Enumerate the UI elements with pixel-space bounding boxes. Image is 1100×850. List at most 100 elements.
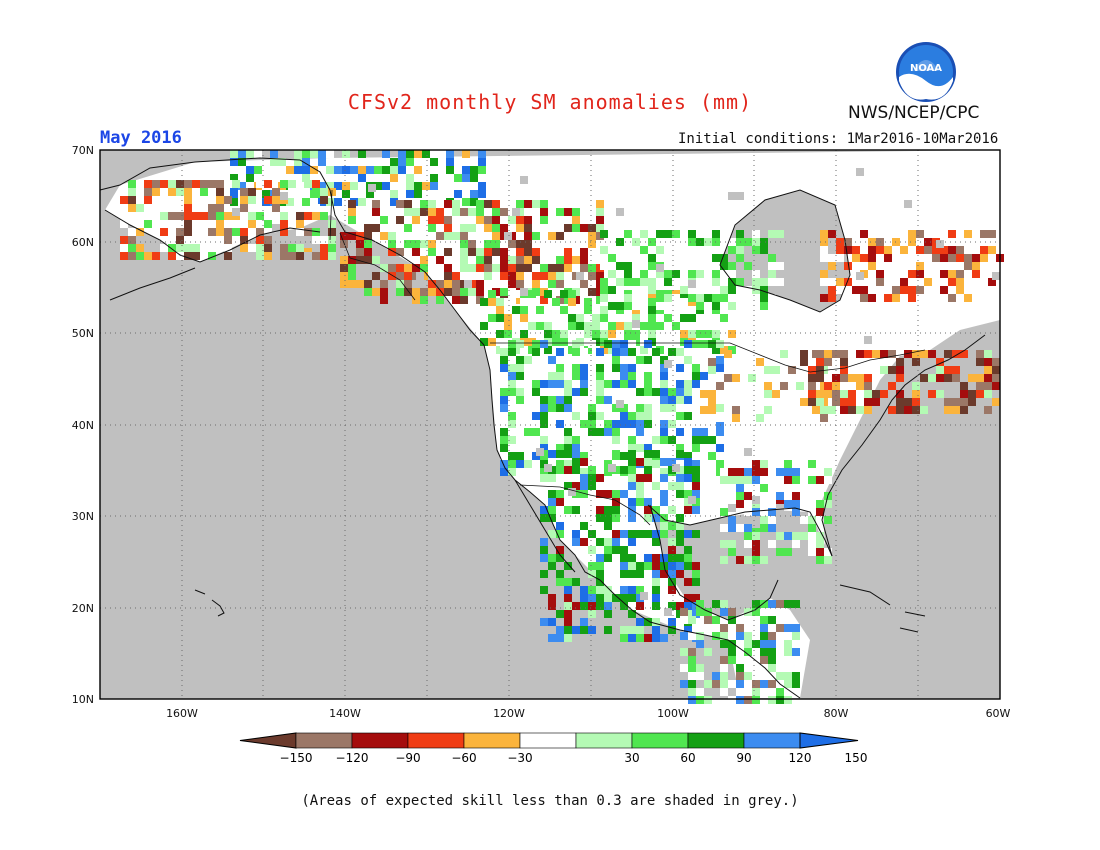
anomaly-cell	[600, 286, 608, 294]
anomaly-cell	[820, 278, 828, 286]
anomaly-cell	[692, 570, 700, 578]
anomaly-cell	[604, 420, 612, 428]
anomaly-cell	[780, 390, 788, 398]
anomaly-cell	[430, 174, 438, 182]
anomaly-cell	[972, 270, 980, 278]
anomaly-cell	[564, 420, 572, 428]
anomaly-cell	[564, 396, 572, 404]
anomaly-cell	[768, 680, 776, 688]
anomaly-cell	[688, 656, 696, 664]
anomaly-cell	[404, 208, 412, 216]
anomaly-cell	[768, 484, 776, 492]
anomaly-cell	[428, 288, 436, 296]
anomaly-cell	[128, 236, 136, 244]
anomaly-cell	[768, 270, 776, 278]
anomaly-cell	[900, 278, 908, 286]
anomaly-cell	[556, 554, 564, 562]
anomaly-cell	[460, 224, 468, 232]
anomaly-cell	[192, 252, 200, 260]
anomaly-cell	[600, 262, 608, 270]
anomaly-cell	[168, 188, 176, 196]
anomaly-cell	[668, 522, 676, 530]
anomaly-cell	[696, 664, 704, 672]
anomaly-cell	[564, 610, 572, 618]
anomaly-cell	[660, 634, 668, 642]
anomaly-cell	[364, 280, 372, 288]
anomaly-cell	[564, 602, 572, 610]
anomaly-cell	[768, 460, 776, 468]
anomaly-cell	[478, 174, 486, 182]
anomaly-cell	[752, 600, 760, 608]
anomaly-cell	[680, 608, 688, 616]
lon-label-60w: 60W	[986, 707, 1011, 720]
anomaly-cell	[888, 406, 896, 414]
anomaly-cell	[588, 412, 596, 420]
anomaly-cell	[964, 230, 972, 238]
anomaly-cell	[248, 196, 256, 204]
anomaly-cell	[444, 200, 452, 208]
anomaly-cell	[652, 626, 660, 634]
anomaly-cell	[844, 262, 852, 270]
anomaly-cell	[780, 382, 788, 390]
anomaly-cell	[636, 530, 644, 538]
anomaly-cell	[712, 302, 720, 310]
anomaly-cell	[636, 634, 644, 642]
anomaly-cell	[732, 374, 740, 382]
anomaly-cell	[792, 500, 800, 508]
low-skill-cell	[512, 208, 520, 216]
anomaly-cell	[768, 640, 776, 648]
anomaly-cell	[688, 616, 696, 624]
anomaly-cell	[644, 498, 652, 506]
anomaly-cell	[484, 240, 492, 248]
lat-label-40n: 40N	[72, 419, 94, 432]
anomaly-cell	[864, 390, 872, 398]
anomaly-cell	[372, 288, 380, 296]
anomaly-cell	[696, 624, 704, 632]
anomaly-cell	[868, 262, 876, 270]
anomaly-cell	[628, 474, 636, 482]
anomaly-cell	[776, 696, 784, 704]
anomaly-cell	[628, 626, 636, 634]
anomaly-cell	[860, 230, 868, 238]
anomaly-cell	[764, 382, 772, 390]
anomaly-cell	[264, 196, 272, 204]
anomaly-cell	[246, 174, 254, 182]
anomaly-cell	[208, 204, 216, 212]
anomaly-cell	[856, 374, 864, 382]
anomaly-cell	[160, 228, 168, 236]
anomaly-cell	[864, 374, 872, 382]
anomaly-cell	[540, 420, 548, 428]
anomaly-cell	[600, 278, 608, 286]
anomaly-cell	[334, 198, 342, 206]
anomaly-cell	[636, 474, 644, 482]
noaa-logo-icon: NOAA	[896, 42, 956, 102]
anomaly-cell	[788, 366, 796, 374]
anomaly-cell	[784, 680, 792, 688]
anomaly-cell	[808, 532, 816, 540]
anomaly-cell	[540, 436, 548, 444]
anomaly-cell	[776, 262, 784, 270]
anomaly-cell	[728, 322, 736, 330]
anomaly-cell	[968, 398, 976, 406]
anomaly-cell	[120, 220, 128, 228]
anomaly-cell	[988, 246, 996, 254]
anomaly-cell	[390, 174, 398, 182]
anomaly-cell	[728, 484, 736, 492]
anomaly-cell	[588, 396, 596, 404]
anomaly-cell	[524, 460, 532, 468]
anomaly-cell	[824, 382, 832, 390]
anomaly-cell	[604, 586, 612, 594]
anomaly-cell	[668, 546, 676, 554]
anomaly-cell	[312, 212, 320, 220]
colorbar-tick-label: −60	[451, 751, 476, 765]
anomaly-cell	[580, 348, 588, 356]
agency-label: NWS/NCEP/CPC	[848, 103, 980, 123]
anomaly-cell	[492, 200, 500, 208]
anomaly-cell	[350, 182, 358, 190]
low-skill-cell	[640, 592, 648, 600]
anomaly-cell	[776, 492, 784, 500]
anomaly-cell	[588, 546, 596, 554]
anomaly-cell	[676, 428, 684, 436]
anomaly-cell	[728, 608, 736, 616]
anomaly-cell	[832, 374, 840, 382]
